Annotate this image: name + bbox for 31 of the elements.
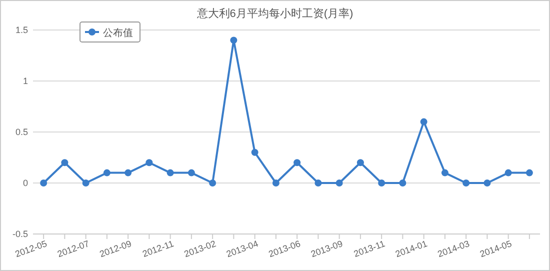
point [230, 36, 238, 44]
point [124, 169, 132, 176]
point [336, 180, 343, 186]
legend-label: 公布值 [103, 27, 133, 39]
point [272, 180, 280, 186]
point [209, 180, 216, 186]
point [314, 180, 322, 186]
point [378, 180, 386, 186]
point [420, 118, 428, 126]
y-tick-label: -0.5 [12, 229, 28, 239]
y-tick-label: 0.5 [15, 127, 28, 137]
point [441, 169, 448, 176]
point [526, 169, 533, 176]
point [399, 180, 406, 186]
y-tick-label: 1 [22, 76, 28, 86]
point [356, 159, 364, 166]
point [504, 169, 512, 176]
point [146, 159, 153, 166]
point [40, 180, 48, 186]
point [82, 180, 90, 186]
point [166, 169, 174, 176]
point [294, 159, 301, 166]
y-tick-label: 0 [22, 178, 28, 188]
point [103, 169, 110, 176]
point [462, 180, 470, 186]
point [484, 180, 491, 186]
point [251, 148, 258, 156]
point [188, 169, 195, 176]
point [61, 159, 68, 166]
y-tick-label: 1.5 [15, 25, 28, 35]
chart-title: 意大利6月平均每小时工资(月率) [196, 7, 354, 20]
